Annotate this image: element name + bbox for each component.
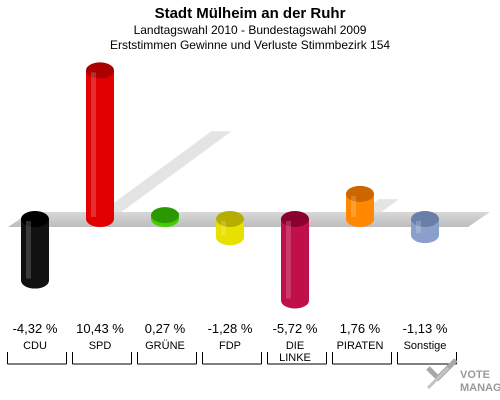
bar-5	[346, 185, 374, 227]
bar-highlight-5	[351, 195, 356, 217]
value-label-3: -1,28 %	[208, 321, 253, 336]
category-label-4-0: DIE	[286, 340, 304, 352]
bar-bottom-cap-1	[86, 211, 114, 227]
bar-4	[281, 211, 309, 309]
value-labels: -4,32 % 10,43 % 0,27 % -1,28 % -5,72 % 1,76 %…	[13, 321, 448, 336]
category-label-0: CDU	[23, 340, 47, 352]
bar-3	[216, 211, 244, 246]
bar-top-cap-5	[346, 185, 374, 202]
bar-top-cap-0	[21, 211, 49, 227]
logo-text-1: VOTE	[460, 369, 490, 381]
bar-bottom-cap-3	[216, 229, 244, 246]
bar-top-cap-4	[281, 211, 309, 227]
category-label-5: PIRATEN	[337, 340, 384, 352]
value-label-1: 10,43 %	[76, 321, 124, 336]
chart-title: Stadt Mülheim an der Ruhr	[155, 5, 346, 22]
category-label-2: GRÜNE	[145, 340, 185, 352]
bar-top-cap-6	[411, 211, 439, 227]
bar-top-cap-2	[151, 207, 179, 224]
category-label-4-1: LINKE	[279, 352, 311, 364]
vote-manager-logo: VOTE MANAGER	[426, 358, 500, 394]
logo-text-2: MANAGER	[460, 382, 500, 394]
category-label-3: FDP	[219, 340, 241, 352]
checkmark-icon	[426, 358, 458, 390]
bar-0	[21, 211, 49, 289]
category-label-6: Sonstige	[404, 340, 447, 352]
bar-highlight-3	[221, 221, 226, 236]
bar-highlight-0	[26, 221, 31, 279]
value-label-6: -1,13 %	[403, 321, 448, 336]
bar-body-1	[86, 70, 114, 219]
value-label-5: 1,76 %	[340, 321, 381, 336]
bar-6	[411, 211, 439, 244]
bar-top-cap-3	[216, 211, 244, 227]
bar-1	[86, 62, 114, 227]
chart-subtitle: Landtagswahl 2010 - Bundestagswahl 2009	[134, 23, 367, 37]
chart-subtitle-2: Erststimmen Gewinne und Verluste Stimmbe…	[110, 38, 390, 52]
bar-bottom-cap-0	[21, 272, 49, 289]
bar-highlight-1	[91, 72, 96, 217]
value-label-4: -5,72 %	[273, 321, 318, 336]
bar-top-cap-1	[86, 62, 114, 79]
bar-bottom-cap-6	[411, 227, 439, 244]
bar-2	[151, 207, 179, 227]
category-label-1: SPD	[89, 340, 112, 352]
bar-highlight-4	[286, 221, 291, 299]
bar-body-4	[281, 219, 309, 301]
bars	[21, 62, 439, 309]
value-label-2: 0,27 %	[145, 321, 186, 336]
bar-shadow-1	[100, 131, 232, 213]
bar-highlight-6	[416, 221, 421, 234]
value-label-0: -4,32 %	[13, 321, 58, 336]
bar-bottom-cap-4	[281, 292, 309, 309]
bar-body-0	[21, 219, 49, 281]
bar-bottom-cap-5	[346, 211, 374, 227]
